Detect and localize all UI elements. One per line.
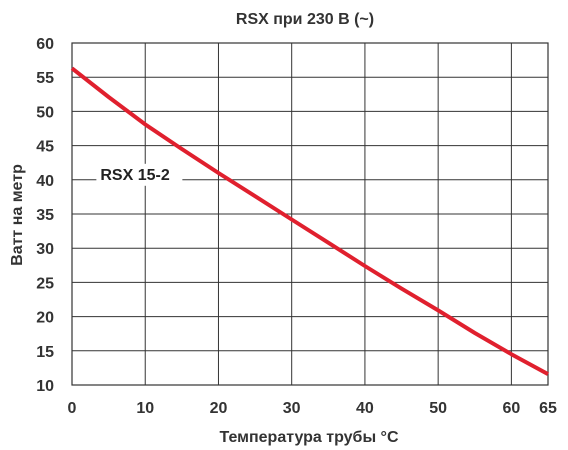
series-label: RSX 15-2 [100, 167, 169, 184]
y-tick-label: 55 [36, 70, 54, 87]
y-tick-label: 50 [36, 104, 54, 121]
chart-title: RSX при 230 В (~) [236, 11, 374, 28]
y-axis-label: Ватт на метр [9, 164, 26, 266]
x-tick-label: 60 [502, 400, 520, 417]
x-tick-labels: 0 10 20 30 40 50 60 65 [68, 400, 557, 417]
y-tick-label: 45 [36, 139, 54, 156]
x-tick-label: 10 [136, 400, 154, 417]
x-tick-label: 50 [429, 400, 447, 417]
y-tick-label: 60 [36, 36, 54, 53]
y-tick-label: 15 [36, 344, 54, 361]
series-line [70, 66, 549, 376]
x-tick-label: 20 [210, 400, 228, 417]
x-tick-label: 30 [283, 400, 301, 417]
y-tick-label: 20 [36, 310, 54, 327]
y-tick-label: 25 [36, 275, 54, 292]
plot-frame [71, 42, 549, 386]
y-tick-label: 30 [36, 241, 54, 258]
x-tick-label: 65 [539, 400, 557, 417]
series-label-bg [96, 163, 183, 186]
y-tick-label: 40 [36, 173, 54, 190]
series-layer: RSX 15-2 [70, 66, 549, 376]
y-tick-label: 10 [36, 378, 54, 395]
x-axis-label: Температура трубы °C [219, 429, 398, 446]
x-tick-label: 40 [356, 400, 374, 417]
y-tick-label: 35 [36, 207, 54, 224]
y-tick-labels: 10 15 20 25 30 35 40 45 50 55 60 [36, 36, 54, 395]
x-tick-label: 0 [68, 400, 77, 417]
